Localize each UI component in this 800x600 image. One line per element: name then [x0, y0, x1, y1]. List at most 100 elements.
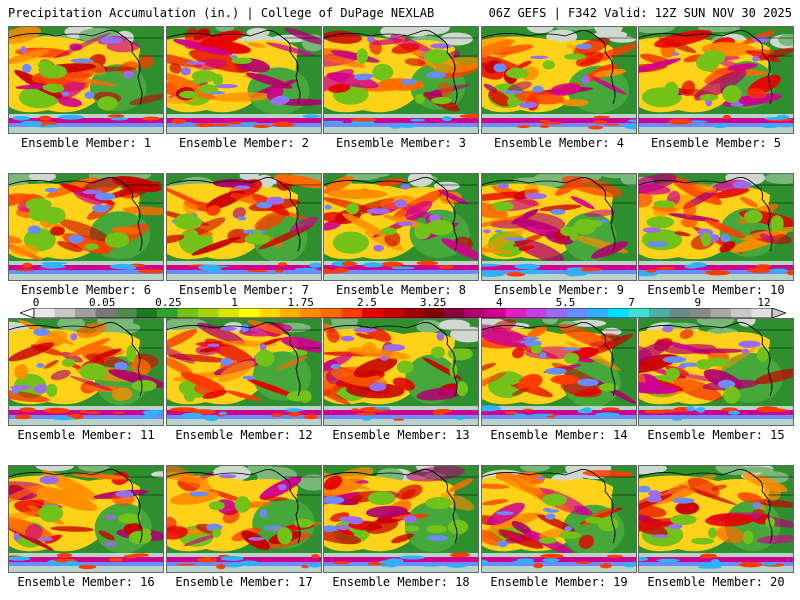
- heavy-precip-streak: [561, 99, 589, 107]
- tropical-streak: [684, 264, 699, 269]
- heavy-precip-streak: [674, 231, 691, 237]
- heavy-precip-streak: [704, 219, 746, 239]
- dry-region: [414, 223, 431, 240]
- member-caption: Ensemble Member: 11: [17, 428, 155, 442]
- low-precip-patch: [344, 173, 380, 181]
- tropical-streak: [656, 266, 676, 270]
- tropical-band-core: [638, 415, 794, 419]
- heavy-precip-streak: [112, 175, 162, 193]
- heavy-precip-streak: [391, 533, 414, 544]
- heavy-precip-streak: [131, 358, 151, 375]
- colorbar-segment: [34, 308, 55, 318]
- extreme-precip-core: [323, 496, 345, 505]
- heavy-precip-streak: [65, 77, 117, 87]
- heavy-precip-streak: [514, 90, 565, 105]
- dry-region: [770, 215, 784, 232]
- heavy-precip-streak: [353, 356, 398, 378]
- tropical-band-core: [8, 123, 164, 127]
- colorbar-tick-label: 0.25: [155, 296, 182, 309]
- tropical-streak: [207, 267, 222, 273]
- colorbar-segment: [382, 308, 404, 318]
- tropical-streak: [776, 114, 789, 120]
- extreme-precip-core: [36, 363, 45, 368]
- extreme-precip-core: [529, 55, 549, 59]
- dry-region: [702, 50, 726, 65]
- colorbar-min-arrow: [20, 308, 35, 318]
- extreme-precip-core: [234, 185, 251, 190]
- coastline: [166, 178, 263, 186]
- extreme-precip-core: [642, 227, 662, 233]
- tropical-streak: [40, 263, 65, 269]
- precip-map: [638, 465, 794, 573]
- extreme-precip-core: [671, 52, 680, 56]
- colorbar-segment: [280, 308, 301, 318]
- tropical-streak: [216, 563, 226, 570]
- dry-region: [212, 528, 221, 538]
- colorbar-segment: [690, 308, 711, 318]
- tropical-streak: [588, 125, 603, 130]
- tropical-streak: [275, 269, 284, 273]
- heavy-precip-streak: [332, 467, 374, 485]
- extreme-precip-core: [545, 509, 560, 513]
- tropical-band-core: [323, 270, 479, 274]
- extreme-precip-core: [62, 91, 70, 96]
- low-precip-patch: [57, 318, 85, 331]
- extreme-precip-core: [13, 533, 20, 542]
- tropical-streak: [271, 413, 284, 417]
- low-precip-patch: [520, 465, 550, 472]
- coastline: [576, 468, 616, 544]
- extreme-precip-core: [39, 475, 59, 485]
- dry-region: [234, 496, 251, 513]
- precip-map: [8, 173, 164, 281]
- extreme-precip-core: [256, 201, 273, 209]
- coastline: [166, 470, 263, 478]
- tropical-streak: [599, 563, 612, 569]
- tropical-streak: [761, 408, 788, 413]
- heavy-precip-streak: [561, 175, 623, 198]
- border-line: [756, 37, 794, 57]
- extreme-precip-core: [115, 490, 134, 498]
- heavy-precip-streak: [488, 90, 511, 107]
- tropical-streak: [374, 406, 390, 410]
- tropical-streak: [594, 412, 620, 417]
- extreme-precip-core: [270, 97, 287, 106]
- extreme-precip-core: [353, 327, 377, 333]
- extreme-precip-core: [341, 335, 355, 342]
- extreme-precip-core: [503, 237, 528, 241]
- coastline: [103, 468, 143, 544]
- tropical-streak: [180, 412, 204, 419]
- low-precip-patch: [439, 32, 473, 46]
- extreme-precip-core: [277, 484, 287, 491]
- precip-map: [8, 465, 164, 573]
- colorbar-tick-label: 4: [495, 296, 503, 309]
- colorbar-segment: [157, 308, 178, 318]
- tropical-streak: [769, 268, 789, 273]
- map-frame: [166, 173, 322, 281]
- coastline: [323, 31, 420, 39]
- extreme-precip-core: [562, 347, 581, 351]
- heavy-precip-streak: [591, 77, 627, 95]
- heavy-precip-streak: [342, 213, 387, 237]
- tropical-streak: [342, 261, 356, 267]
- dry-region: [343, 231, 353, 247]
- heavy-precip-streak: [539, 204, 582, 212]
- tropical-band-core: [166, 265, 322, 270]
- heavy-precip-streak: [193, 58, 227, 70]
- heavy-precip-streak: [129, 93, 164, 106]
- member-caption: Ensemble Member: 15: [647, 428, 785, 442]
- tropical-band-core: [481, 415, 637, 419]
- heavy-precip-streak: [584, 209, 616, 218]
- tropical-band-core: [481, 410, 637, 415]
- coastline: [481, 323, 578, 331]
- map-frame: [638, 318, 794, 426]
- extreme-precip-core: [219, 474, 237, 479]
- heavy-precip-streak: [260, 337, 282, 346]
- extreme-precip-core: [498, 183, 509, 189]
- coastline: [481, 178, 578, 186]
- member-caption: Ensemble Member: 12: [175, 428, 313, 442]
- heavy-precip-streak: [73, 189, 103, 205]
- low-precip-patch: [399, 26, 433, 37]
- tropical-streak: [710, 559, 720, 565]
- dry-region: [426, 525, 447, 534]
- tropical-streak: [738, 561, 763, 568]
